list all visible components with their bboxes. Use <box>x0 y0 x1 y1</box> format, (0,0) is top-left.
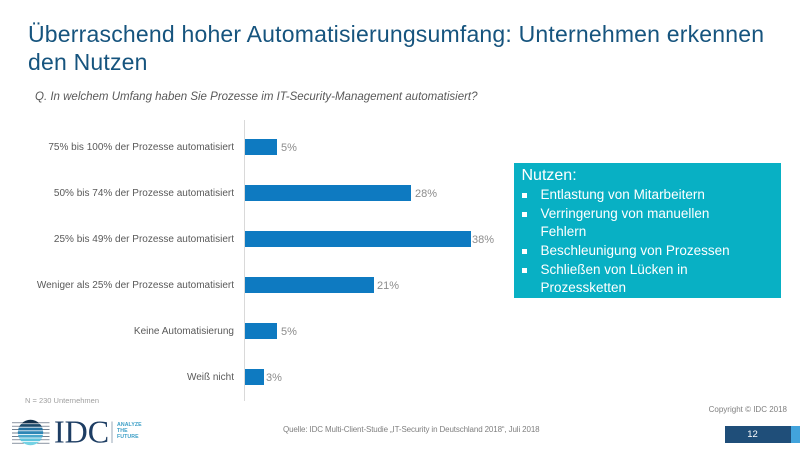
svg-text:IDC: IDC <box>54 416 109 449</box>
svg-text:THE: THE <box>117 428 128 434</box>
svg-text:ANALYZE: ANALYZE <box>117 422 142 428</box>
svg-text:FUTURE: FUTURE <box>117 434 139 440</box>
